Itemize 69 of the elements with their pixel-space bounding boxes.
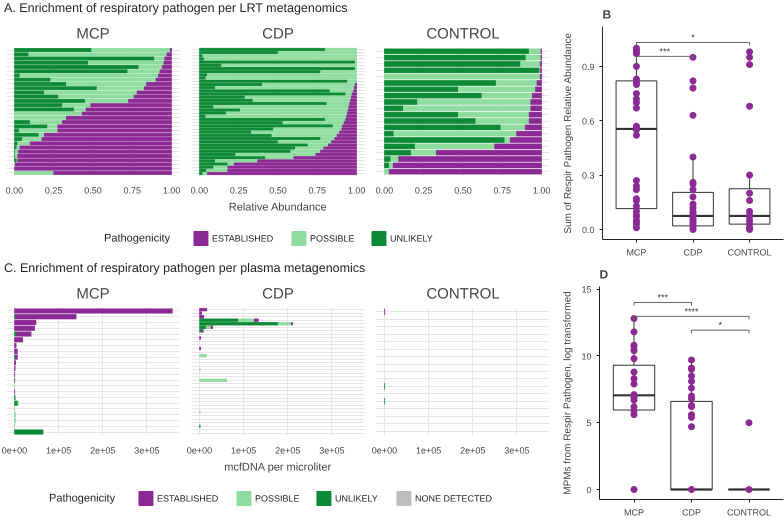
x-tick-label: 0.00 <box>190 186 208 196</box>
chart-title: CDP <box>262 26 294 42</box>
y-tick-label: 0 <box>586 484 592 495</box>
x-tick-label: 2e+05 <box>460 446 486 456</box>
x-tick-label: 2e+05 <box>275 446 300 456</box>
x-tick-label: 0.75 <box>494 186 512 196</box>
x-tick-label: 1e+05 <box>416 446 442 456</box>
x-tick-label: 0.00 <box>376 186 394 196</box>
x-tick-label: 0.50 <box>269 186 287 196</box>
x-tick-label: 0e+00 <box>186 446 212 456</box>
text: C. Enrichment of respiratory pathogen per plasma metagenomics <box>4 260 366 277</box>
x-tick-label: MCP <box>626 248 646 258</box>
annotation: * <box>691 32 696 42</box>
x-axis-title: mcfDNA per microliter <box>224 462 332 474</box>
legend-label: ESTABLISHED <box>156 494 219 504</box>
x-axis-title: Relative Abundance <box>228 202 327 214</box>
x-tick-label: 3e+05 <box>504 446 530 456</box>
x-tick-label: 0.50 <box>454 186 472 196</box>
x-tick-label: CDP <box>684 248 703 258</box>
x-tick-label: 1.00 <box>532 186 550 196</box>
x-tick-label: CONTROL <box>728 248 772 258</box>
x-tick-label: 1e+05 <box>230 446 256 456</box>
x-tick-label: MCP <box>624 508 644 518</box>
x-tick-label: 0.75 <box>308 186 326 196</box>
x-tick-label: 1.00 <box>348 186 366 196</box>
y-tick-label: 10 <box>581 351 592 362</box>
legend-label: UNLIKELY <box>390 234 433 244</box>
text: A. Enrichment of respiratory pathogen per LRT metagenomics <box>4 0 348 17</box>
x-tick-label: 3e+05 <box>134 446 160 456</box>
chart-title: CONTROL <box>426 286 500 302</box>
x-tick-label: CONTROL <box>727 508 772 518</box>
y-axis-title: Sum of Respir Pathogen Relative Abundance <box>562 32 574 234</box>
chart-title: CDP <box>262 286 294 302</box>
x-tick-label: 2e+05 <box>90 446 116 456</box>
y-tick-label: 5 <box>586 418 592 428</box>
chart-title: MCP <box>76 286 110 302</box>
legend-title: Pathogenicity <box>49 492 116 504</box>
chart-title: CONTROL <box>426 26 500 42</box>
x-tick-label: 0.25 <box>44 186 62 196</box>
x-tick-label: 1e+05 <box>46 446 72 456</box>
x-tick-label: 3e+05 <box>319 446 344 456</box>
chart-title: MCP <box>76 26 110 42</box>
annotation: **** <box>684 306 699 316</box>
y-tick-label: 15 <box>581 284 592 295</box>
x-tick-label: 0.25 <box>414 186 432 196</box>
x-tick-label: 0.00 <box>6 186 24 196</box>
x-tick-label: 0.75 <box>124 186 142 196</box>
y-tick-label: 0.0 <box>582 225 595 236</box>
legend-label: NONE DETECTED <box>414 494 492 504</box>
chart-title: B <box>602 8 612 22</box>
x-tick-label: 0e+00 <box>2 446 28 456</box>
x-tick-label: 0e+00 <box>372 446 398 456</box>
y-tick-label: 0.6 <box>582 116 595 126</box>
y-axis-title: MPMs from Respir Pathogen, log transformed <box>562 291 574 495</box>
legend-label: POSSIBLE <box>254 494 300 504</box>
legend-label: UNLIKELY <box>334 494 378 504</box>
legend-title: Pathogenicity <box>104 232 171 244</box>
x-tick-label: CDP <box>682 508 702 518</box>
chart-title: D <box>600 268 608 282</box>
y-tick-label: 0.9 <box>582 62 595 72</box>
annotation: * <box>718 320 722 330</box>
annotation: *** <box>659 46 670 56</box>
x-tick-label: 0.50 <box>84 186 102 196</box>
legend-label: ESTABLISHED <box>212 234 274 244</box>
x-tick-label: 1.00 <box>162 186 180 196</box>
annotation: *** <box>657 292 668 302</box>
legend-label: POSSIBLE <box>310 234 354 244</box>
x-tick-label: 0.25 <box>230 186 248 196</box>
y-tick-label: 0.3 <box>582 170 595 181</box>
